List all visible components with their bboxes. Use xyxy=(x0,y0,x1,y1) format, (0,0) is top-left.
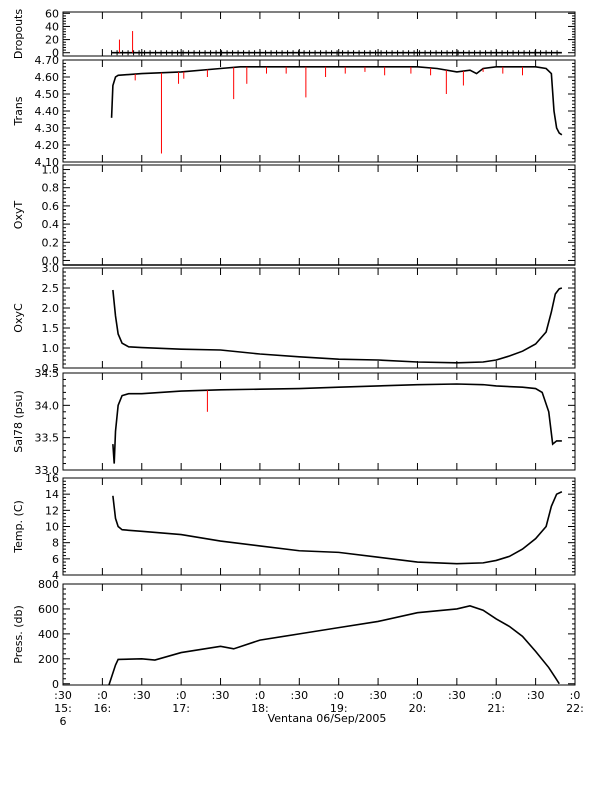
y-tick-label: 0.0 xyxy=(42,254,60,267)
x-tick-hour-label: 17: xyxy=(172,702,190,715)
y-tick-label: 3.0 xyxy=(42,262,60,275)
x-tick-label: :30 xyxy=(212,689,230,702)
y-tick-label: 33.5 xyxy=(35,432,60,445)
x-axis-title: Ventana 06/Sep/2005 xyxy=(268,712,387,725)
x-tick-hour-label: 20: xyxy=(409,702,427,715)
y-tick-label: 10 xyxy=(45,521,59,534)
y-tick-label: 0.8 xyxy=(42,182,60,195)
y-tick-label: 40 xyxy=(45,20,59,33)
panel-frame xyxy=(62,372,576,471)
x-tick-label: :30 xyxy=(527,689,545,702)
x-tick-label: :0 xyxy=(255,689,266,702)
y-tick-label: 0.2 xyxy=(42,236,60,249)
panel-frame xyxy=(62,583,576,686)
panel-frame xyxy=(62,164,576,266)
x-tick-label: :0 xyxy=(97,689,108,702)
y-tick-label: 14 xyxy=(45,488,59,501)
y-tick-label: 800 xyxy=(38,578,59,591)
y-tick-label: 4.30 xyxy=(35,122,60,135)
y-tick-label: 8 xyxy=(52,537,59,550)
y-tick-label: 4.20 xyxy=(35,139,60,152)
x-tick-hour-label: 18: xyxy=(251,702,269,715)
y-tick-label: 4.60 xyxy=(35,71,60,84)
y-axis-label: Trans xyxy=(12,96,25,126)
y-tick-label: 20 xyxy=(45,34,59,47)
x-tick-hour-label: 21: xyxy=(487,702,505,715)
y-tick-label: 0.4 xyxy=(42,218,60,231)
panel-frame xyxy=(62,11,576,57)
y-axis-label: Press. (db) xyxy=(12,605,25,664)
y-axis-label: OxyT xyxy=(12,201,25,230)
y-tick-label: 34.5 xyxy=(35,367,60,380)
y-tick-label: 4.40 xyxy=(35,105,60,118)
y-tick-label: 16 xyxy=(45,472,59,485)
x-tick-label: :30 xyxy=(54,689,72,702)
y-tick-label: 0 xyxy=(52,47,59,60)
chart-panel-3: 0.0 0.2 0.4 0.6 0.8 1.0 OxyT xyxy=(12,164,576,267)
y-axis-label: OxyC xyxy=(12,303,25,333)
data-series-line xyxy=(110,66,563,136)
chart-panel-2: 4.10 4.20 4.30 4.40 4.50 4.60 4.70 Trans xyxy=(12,54,576,169)
x-tick-day-label: 6 xyxy=(60,715,67,728)
y-tick-label: 6 xyxy=(52,553,59,566)
data-series-line xyxy=(108,604,560,686)
panels-layer: 0204060Dropouts4.104.204.304.404.504.604… xyxy=(12,7,584,728)
y-tick-label: 1.0 xyxy=(42,342,60,355)
y-axis-label: Dropouts xyxy=(12,9,25,59)
y-tick-label: 4.10 xyxy=(35,156,60,169)
chart-panel-5: 33.0 33.5 34.0 34.5 Sal78 (psu) xyxy=(12,367,576,477)
x-tick-hour-label: 22: xyxy=(566,702,584,715)
y-tick-label: 200 xyxy=(38,653,59,666)
x-tick-label: :30 xyxy=(369,689,387,702)
x-tick-label: :0 xyxy=(176,689,187,702)
chart-panel-7: 0 200 400 600 800 Press. (db) xyxy=(12,578,576,691)
panel-frame xyxy=(62,59,576,163)
y-tick-label: 12 xyxy=(45,504,59,517)
y-tick-label: 600 xyxy=(38,603,59,616)
y-tick-label: 0.6 xyxy=(42,200,60,213)
y-tick-label: 34.0 xyxy=(35,399,60,412)
x-tick-label: :0 xyxy=(491,689,502,702)
x-tick-hour-label: 15: xyxy=(54,702,72,715)
x-tick-label: :0 xyxy=(333,689,344,702)
x-tick-label: :30 xyxy=(448,689,466,702)
y-tick-label: 400 xyxy=(38,628,59,641)
x-tick-hour-label: 19: xyxy=(330,702,348,715)
data-series-line xyxy=(112,383,562,464)
data-series-line xyxy=(112,491,563,565)
y-axis-label: Sal78 (psu) xyxy=(12,390,25,453)
x-tick-hour-label: 16: xyxy=(94,702,112,715)
chart-panel-4: 0.5 1.0 1.5 2.0 2.5 3.0 OxyC xyxy=(12,262,576,375)
y-tick-label: 2.0 xyxy=(42,302,60,315)
y-tick-label: 4 xyxy=(52,569,59,582)
x-tick-label: :0 xyxy=(412,689,423,702)
y-tick-label: 4.70 xyxy=(35,54,60,67)
y-tick-label: 33.0 xyxy=(35,464,60,477)
y-tick-label: 1.5 xyxy=(42,322,60,335)
y-axis-label: Temp. (C) xyxy=(12,500,25,554)
chart-panel-6: 4 6 8 10 12 14 16 Temp. (C) xyxy=(12,472,576,582)
y-tick-label: 1.0 xyxy=(42,164,60,177)
data-series-line xyxy=(112,287,563,364)
x-tick-label: :30 xyxy=(133,689,151,702)
panel-frame xyxy=(62,267,576,369)
y-tick-label: 60 xyxy=(45,7,59,20)
y-tick-label: 2.5 xyxy=(42,282,60,295)
x-tick-label: :0 xyxy=(570,689,581,702)
y-tick-label: 4.50 xyxy=(35,88,60,101)
y-tick-label: 0.5 xyxy=(42,362,60,375)
x-tick-label: :30 xyxy=(290,689,308,702)
y-tick-label: 0 xyxy=(52,678,59,691)
